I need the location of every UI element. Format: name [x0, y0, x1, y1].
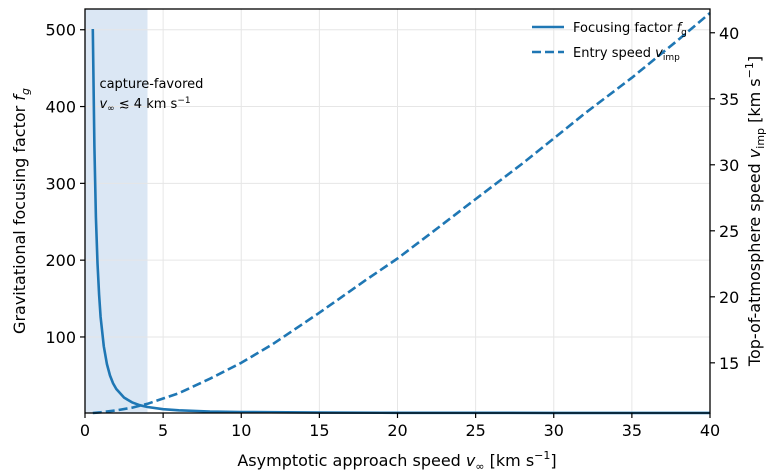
- x-axis-label: Asymptotic approach speed v∞ [km s−1]: [237, 449, 556, 470]
- ticks: 0 5 10 15 20 25 30 35 40 100 200 300 400 500 15 20 25 30 3…: [45, 21, 739, 440]
- y-right-tick-label: 40: [719, 24, 739, 43]
- legend: Focusing factor fg Entry speed vimp: [532, 21, 687, 63]
- y-right-tick-label: 15: [719, 354, 739, 373]
- y-left-tick-label: 500: [45, 21, 76, 40]
- x-tick-label: 30: [544, 421, 564, 440]
- y-axis-left-label: Gravitational focusing factor fg: [10, 88, 32, 334]
- x-tick-label: 10: [231, 421, 251, 440]
- y-axis-right-label: Top-of-atmosphere speed vimp [km s−1]: [743, 56, 767, 367]
- y-left-tick-label: 200: [45, 251, 76, 270]
- x-tick-label: 20: [387, 421, 407, 440]
- x-tick-label: 5: [158, 421, 168, 440]
- annotation-superscript: −1: [177, 96, 190, 106]
- y-left-tick-label: 100: [45, 328, 76, 347]
- y-left-tick-label: 400: [45, 98, 76, 117]
- x-tick-label: 25: [465, 421, 485, 440]
- x-tick-label: 35: [622, 421, 642, 440]
- annotation-line1: capture-favored: [99, 77, 203, 92]
- grid: [85, 9, 710, 413]
- legend-label-entry: Entry speed vimp: [573, 46, 680, 63]
- annotation-text: ≲ 4 km s: [115, 97, 178, 112]
- annotation-subscript: ∞: [107, 104, 115, 114]
- y-right-tick-label: 30: [719, 156, 739, 175]
- legend-label-focusing: Focusing factor fg: [573, 21, 687, 38]
- y-right-tick-label: 35: [719, 90, 739, 109]
- y-right-tick-label: 20: [719, 288, 739, 307]
- x-tick-label: 15: [309, 421, 329, 440]
- x-tick-label: 0: [80, 421, 90, 440]
- annotation-symbol: v: [99, 97, 107, 112]
- annotation-line2: v∞ ≲ 4 km s−1: [99, 96, 190, 114]
- y-right-tick-label: 25: [719, 222, 739, 241]
- y-left-tick-label: 300: [45, 174, 76, 193]
- x-tick-label: 40: [700, 421, 720, 440]
- entry-speed-line: [92, 12, 711, 415]
